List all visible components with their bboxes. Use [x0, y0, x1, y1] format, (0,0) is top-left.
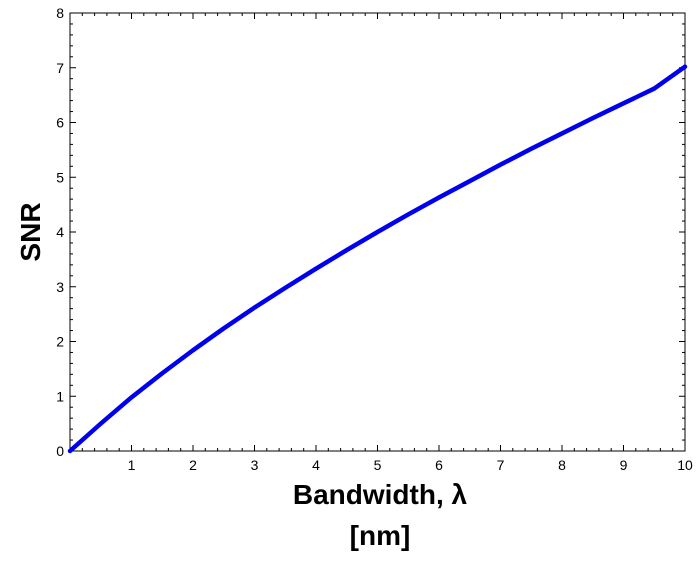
y-tick-label: 8	[56, 5, 64, 21]
y-tick-label: 3	[56, 279, 64, 295]
y-tick-label: 1	[56, 388, 64, 404]
y-tick-label: 7	[56, 60, 64, 76]
snr-curve	[67, 64, 688, 454]
y-tick-label: 6	[56, 115, 64, 131]
x-axis-unit: [nm]	[350, 520, 411, 551]
x-tick-label: 5	[374, 457, 382, 473]
y-tick-label: 0	[56, 443, 64, 459]
y-axis-label: SNR	[15, 202, 46, 261]
data-series	[67, 64, 688, 454]
x-tick-labels: 1 2 3 4 5 6 7 8 9 10	[128, 457, 693, 473]
x-tick-label: 8	[558, 457, 566, 473]
axis-ticks	[70, 13, 685, 451]
x-tick-label: 3	[251, 457, 259, 473]
x-tick-label: 6	[435, 457, 443, 473]
y-tick-label: 5	[56, 169, 64, 185]
x-tick-label: 7	[497, 457, 505, 473]
y-tick-label: 4	[56, 224, 64, 240]
y-tick-label: 2	[56, 334, 64, 350]
y-tick-labels: 0 1 2 3 4 5 6 7 8	[56, 5, 64, 459]
x-axis-label: Bandwidth, λ	[293, 479, 468, 510]
x-tick-label: 10	[677, 457, 693, 473]
x-tick-label: 1	[128, 457, 136, 473]
x-tick-label: 2	[189, 457, 197, 473]
x-tick-label: 9	[620, 457, 628, 473]
x-tick-label: 4	[312, 457, 320, 473]
